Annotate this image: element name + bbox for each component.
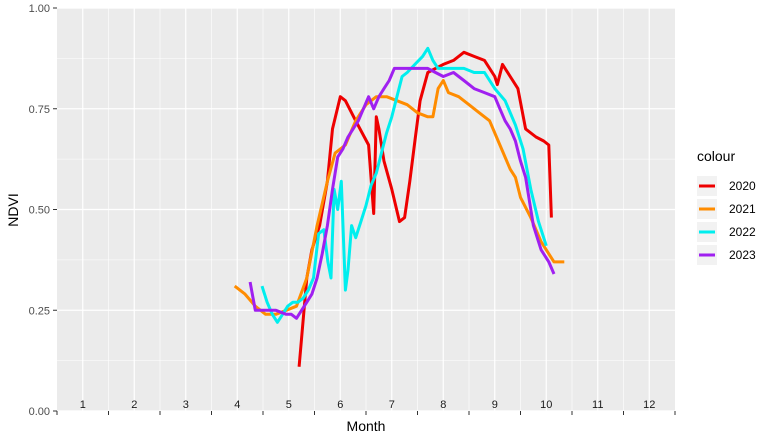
y-tick-label: 0.00 bbox=[29, 406, 50, 418]
x-tick-label: 5 bbox=[286, 399, 292, 411]
legend-items: 2020 2021 2022 2023 bbox=[697, 176, 756, 265]
x-tick-label: 9 bbox=[492, 399, 498, 411]
x-tick-label: 6 bbox=[337, 399, 343, 411]
x-tick-label: 1 bbox=[80, 399, 86, 411]
x-tick-label: 7 bbox=[389, 399, 395, 411]
y-axis-title: NDVI bbox=[5, 193, 21, 226]
y-tick-label: 0.75 bbox=[29, 104, 50, 116]
x-tick-label: 10 bbox=[540, 399, 552, 411]
x-tick-label: 12 bbox=[643, 399, 655, 411]
x-tick-label: 3 bbox=[183, 399, 189, 411]
x-tick-labels: 1 2 3 4 5 6 7 8 9 10 11 12 bbox=[80, 399, 656, 411]
legend-label-2023: 2023 bbox=[729, 248, 756, 262]
y-tick-label: 1.00 bbox=[29, 3, 50, 15]
y-tick-label: 0.25 bbox=[29, 305, 50, 317]
legend-label-2022: 2022 bbox=[729, 225, 756, 239]
x-tick-label: 4 bbox=[234, 399, 240, 411]
y-tick-label: 0.50 bbox=[29, 205, 50, 217]
x-tick-label: 2 bbox=[131, 399, 137, 411]
series-layer bbox=[233, 46, 565, 367]
x-tick-label: 11 bbox=[592, 399, 603, 411]
legend-title: colour bbox=[697, 148, 735, 164]
x-axis-ticks bbox=[56, 411, 676, 415]
series-line-2023 bbox=[248, 66, 556, 320]
series-line-2020 bbox=[297, 50, 553, 367]
x-tick-label: 8 bbox=[440, 399, 446, 411]
legend: colour 2020 2021 2022 2023 bbox=[697, 148, 756, 265]
series-line-2022 bbox=[260, 46, 548, 324]
y-axis: 0.00 0.25 0.50 0.75 1.00 bbox=[29, 3, 57, 418]
legend-label-2020: 2020 bbox=[729, 179, 756, 193]
legend-label-2021: 2021 bbox=[729, 202, 756, 216]
x-axis-title: Month bbox=[347, 418, 386, 434]
